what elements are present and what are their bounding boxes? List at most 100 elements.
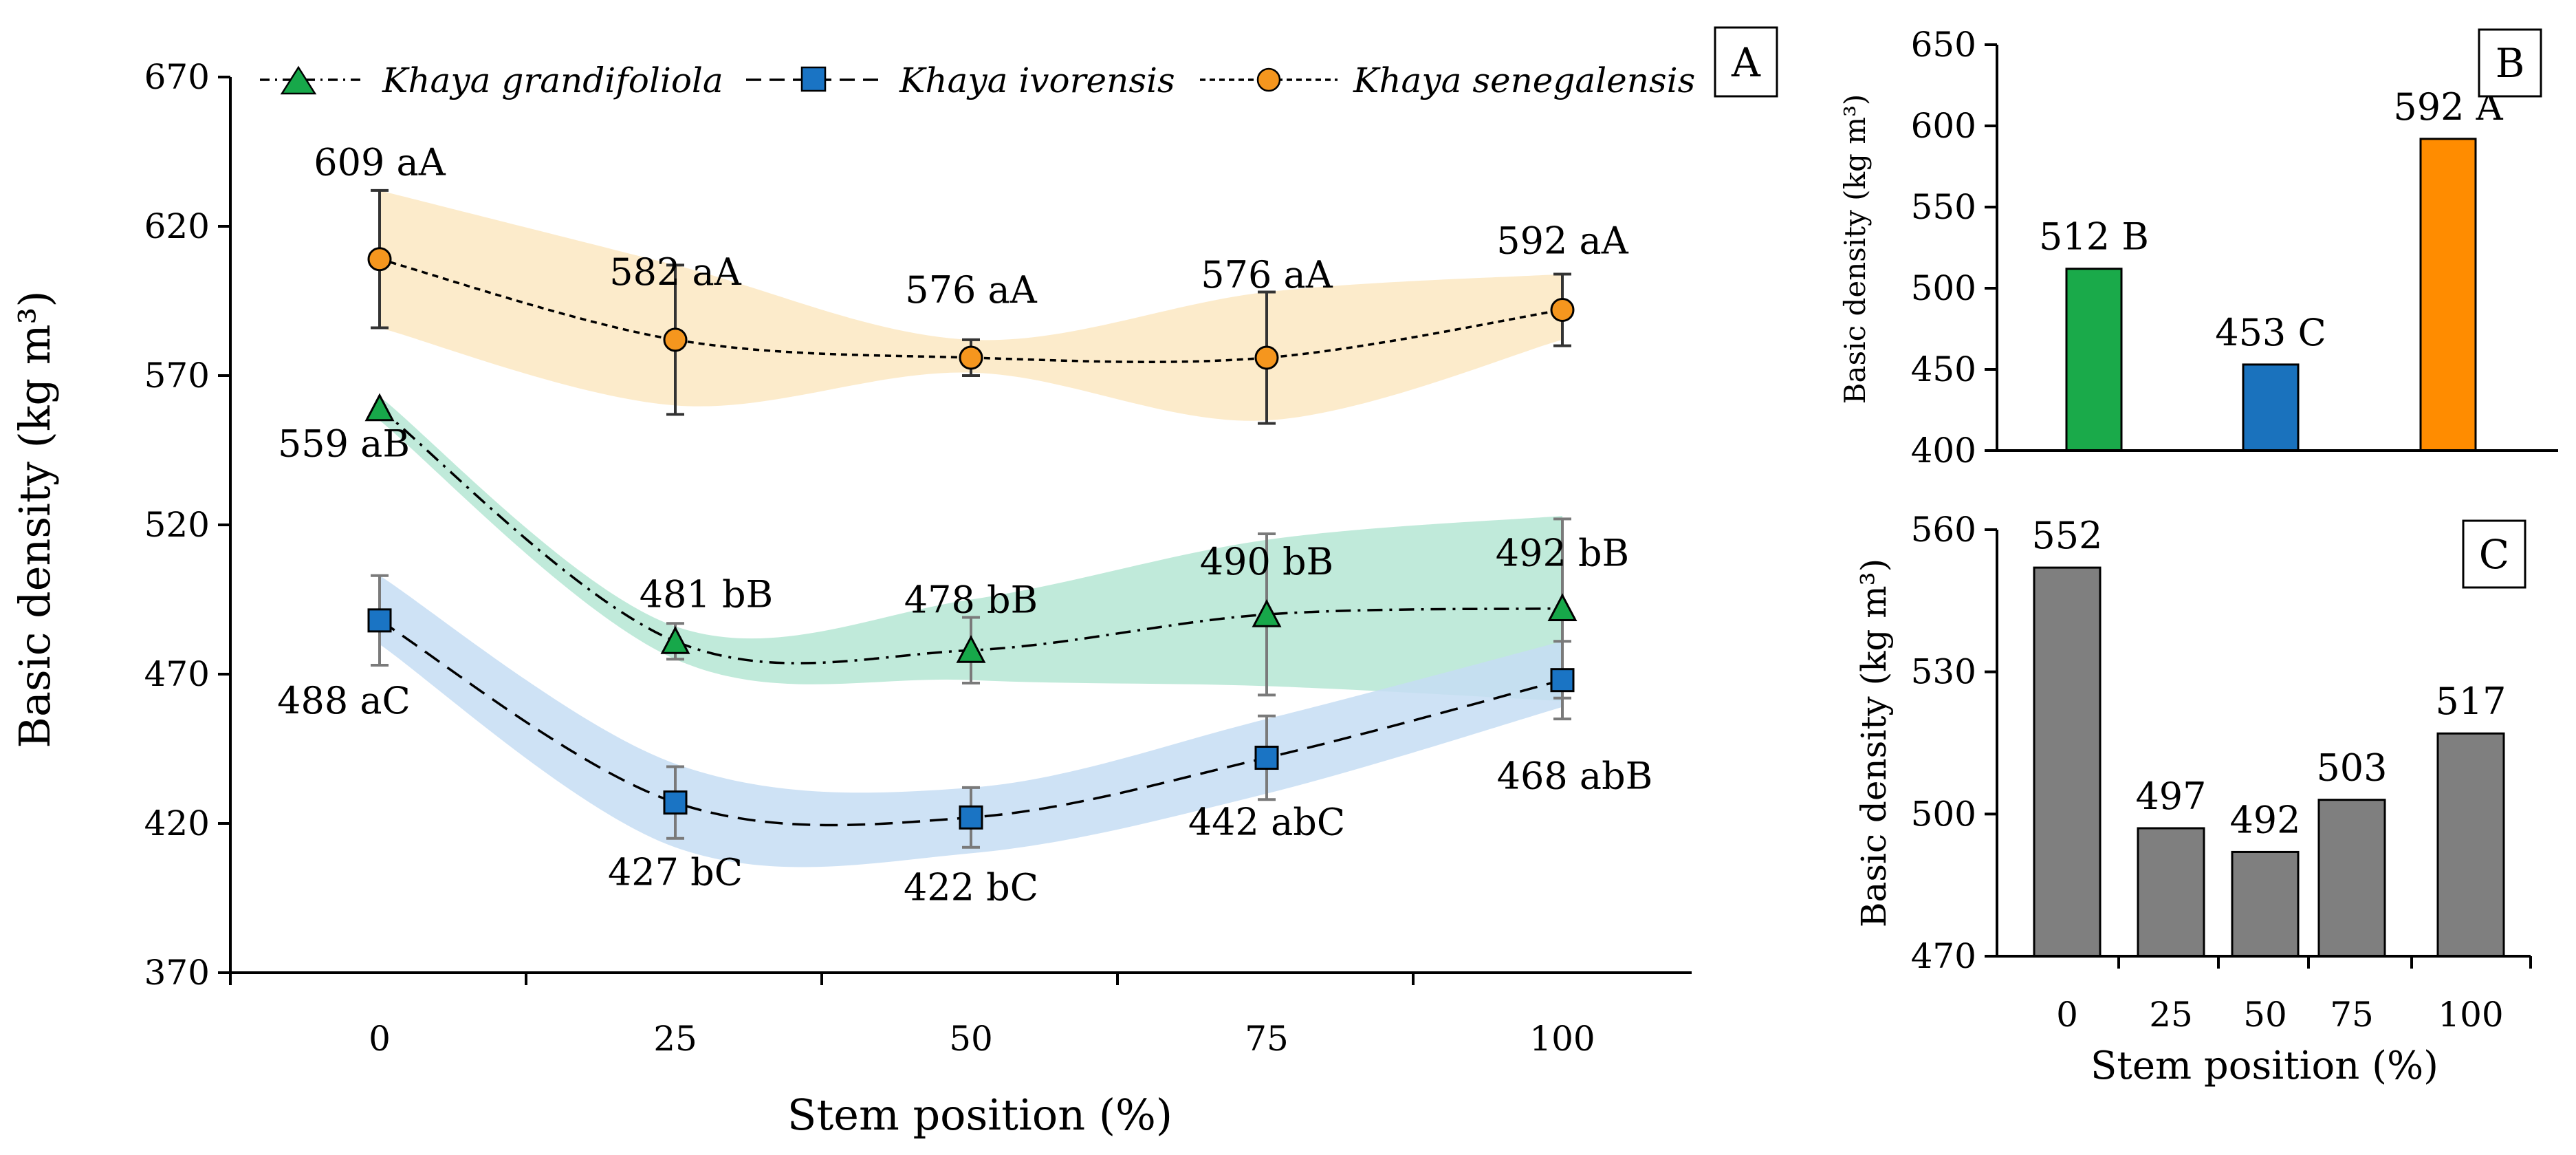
data-label-grandifoliola: 559 aB bbox=[278, 422, 410, 466]
c-panel-letter: C bbox=[2479, 531, 2509, 578]
marker-triangle bbox=[660, 626, 690, 654]
a-y-tick-label: 620 bbox=[144, 206, 210, 246]
a-x-tick-label: 0 bbox=[369, 1019, 391, 1059]
c-y-tick-label: 530 bbox=[1911, 652, 1976, 692]
data-label-grandifoliola: 492 bB bbox=[1496, 532, 1629, 575]
data-label-ivorensis: 488 aC bbox=[277, 679, 411, 722]
a-x-tick-label: 75 bbox=[1245, 1019, 1289, 1059]
marker-square bbox=[959, 805, 983, 830]
a-y-tick-label: 520 bbox=[144, 505, 210, 545]
a-x-axis-title: Stem position (%) bbox=[787, 1090, 1172, 1140]
c-x-axis-title: Stem position (%) bbox=[2091, 1044, 2438, 1088]
marker-triangle bbox=[956, 635, 986, 663]
c-x-tick-label: 100 bbox=[2438, 995, 2503, 1035]
b-bar bbox=[2419, 138, 2477, 452]
c-bar-label: 497 bbox=[2135, 775, 2206, 818]
a-panel-letter-box bbox=[1714, 26, 1778, 98]
data-label-senegalensis: 592 aA bbox=[1496, 219, 1628, 263]
c-bar bbox=[2231, 850, 2300, 958]
legend-label-grandifoliola: Khaya grandifoliola bbox=[382, 61, 723, 100]
marker-circle bbox=[1550, 298, 1575, 323]
c-bar bbox=[2436, 732, 2505, 958]
a-y-tick-label: 370 bbox=[144, 953, 210, 993]
b-y-tick-label: 550 bbox=[1911, 187, 1976, 227]
a-panel-letter: A bbox=[1731, 39, 1761, 86]
series-line-grandifoliola bbox=[378, 407, 1563, 665]
marker-square bbox=[1550, 668, 1575, 693]
a-x-ticks: 0 25 50 75 100 bbox=[229, 973, 1595, 1059]
c-bar bbox=[2317, 799, 2386, 958]
c-panel-letter-box bbox=[2462, 519, 2526, 589]
legend-triangle-icon bbox=[280, 65, 317, 95]
b-panel-letter-box bbox=[2478, 28, 2542, 98]
c-bar-label: 492 bbox=[2229, 798, 2300, 841]
b-bars bbox=[2065, 138, 2477, 452]
c-y-tick-label: 500 bbox=[1911, 794, 1976, 834]
a-legend: Khaya grandifoliola Khaya ivorensis Khay… bbox=[260, 61, 1695, 100]
b-y-tick-label: 450 bbox=[1911, 349, 1976, 389]
a-y-axis-title: Basic density (kg m³) bbox=[10, 290, 60, 748]
c-x-tick-label: 75 bbox=[2330, 995, 2374, 1035]
legend-square-icon bbox=[800, 66, 827, 92]
data-label-senegalensis: 582 aA bbox=[609, 250, 741, 294]
panel-a: 370 420 470 520 570 620 670 0 25 50 75 100 559 aB 4… bbox=[10, 26, 1778, 1140]
legend-label-ivorensis: Khaya ivorensis bbox=[899, 61, 1175, 100]
marker-triangle bbox=[1547, 593, 1578, 622]
b-y-tick-label: 400 bbox=[1911, 431, 1976, 471]
b-panel-letter: B bbox=[2496, 40, 2525, 87]
marker-circle bbox=[1254, 345, 1279, 370]
b-y-tick-label: 650 bbox=[1911, 25, 1976, 65]
data-label-ivorensis: 468 abB bbox=[1497, 755, 1653, 798]
c-data-labels: 552 497 492 503 517 bbox=[2031, 514, 2506, 841]
marker-square bbox=[663, 790, 688, 815]
legend-label-senegalensis: Khaya senegalensis bbox=[1353, 61, 1695, 100]
b-bar-label: 512 B bbox=[2039, 215, 2149, 259]
marker-triangle bbox=[364, 393, 395, 422]
data-label-senegalensis: 576 aA bbox=[1201, 253, 1333, 296]
c-bar-label: 552 bbox=[2031, 514, 2102, 557]
c-bar-label: 517 bbox=[2435, 680, 2506, 723]
c-y-ticks: 470 500 530 560 bbox=[1911, 510, 1997, 976]
data-label-grandifoliola: 490 bB bbox=[1200, 540, 1333, 583]
data-label-senegalensis: 576 aA bbox=[905, 268, 1037, 312]
data-label-grandifoliola: 481 bB bbox=[640, 572, 773, 616]
b-bar bbox=[2242, 363, 2300, 452]
data-label-grandifoliola: 478 bB bbox=[904, 578, 1038, 621]
b-y-tick-label: 600 bbox=[1911, 106, 1976, 146]
a-y-tick-label: 570 bbox=[144, 356, 210, 396]
marker-circle bbox=[959, 345, 983, 370]
data-label-senegalensis: 609 aA bbox=[314, 141, 446, 184]
c-bar bbox=[2033, 566, 2102, 958]
c-bar-label: 503 bbox=[2316, 746, 2387, 790]
a-markers bbox=[364, 247, 1578, 830]
a-y-tick-label: 470 bbox=[144, 654, 210, 694]
marker-circle bbox=[663, 327, 688, 352]
marker-triangle bbox=[1252, 598, 1282, 627]
c-bar bbox=[2137, 827, 2205, 958]
a-x-tick-label: 50 bbox=[949, 1019, 993, 1059]
c-y-tick-label: 560 bbox=[1911, 510, 1976, 550]
c-x-tick-label: 50 bbox=[2243, 995, 2287, 1035]
a-x-tick-label: 100 bbox=[1529, 1019, 1595, 1059]
c-bars bbox=[2033, 566, 2505, 958]
b-bar-label: 453 C bbox=[2215, 311, 2326, 354]
c-y-axis-title: Basic density (kg m³) bbox=[1854, 559, 1894, 927]
a-y-ticks: 370 420 470 520 570 620 670 bbox=[144, 57, 230, 993]
c-x-ticks: 0 25 50 75 100 bbox=[2056, 956, 2532, 1035]
data-label-ivorensis: 442 abC bbox=[1188, 801, 1345, 844]
legend-circle-icon bbox=[1256, 67, 1281, 92]
series-line-senegalensis bbox=[379, 258, 1563, 363]
data-label-ivorensis: 427 bC bbox=[608, 851, 743, 894]
a-y-tick-label: 420 bbox=[144, 803, 210, 843]
a-y-tick-label: 670 bbox=[144, 57, 210, 97]
b-y-ticks: 400 450 500 550 600 650 bbox=[1911, 25, 1997, 471]
b-y-tick-label: 500 bbox=[1911, 268, 1976, 308]
a-x-tick-label: 25 bbox=[653, 1019, 697, 1059]
marker-circle bbox=[367, 247, 392, 272]
c-x-tick-label: 0 bbox=[2056, 995, 2078, 1035]
b-y-axis-title: Basic density (kg m³) bbox=[1838, 94, 1872, 404]
